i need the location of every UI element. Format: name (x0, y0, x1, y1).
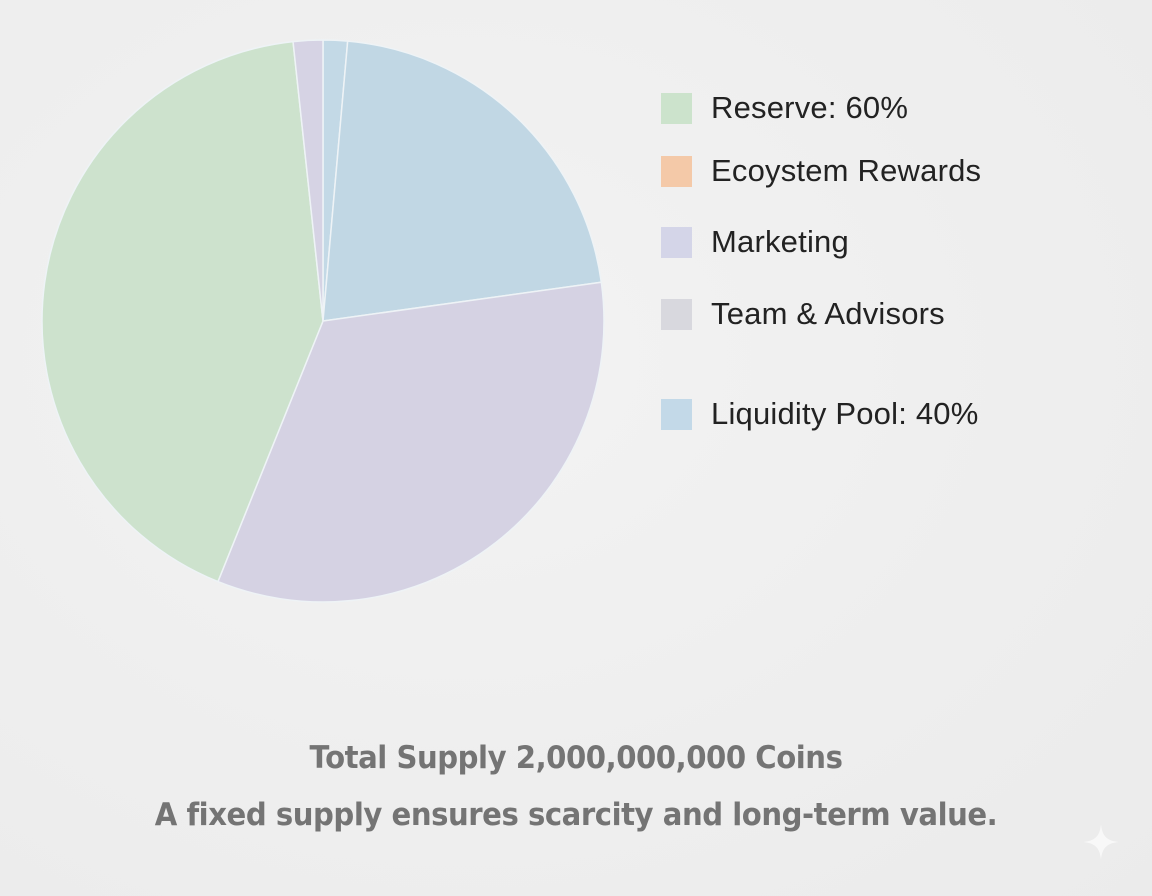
legend-swatch-team-advisors (661, 298, 692, 330)
pie-slice (292, 39, 324, 322)
legend-swatch-reserve (661, 92, 692, 124)
legend-item-marketing: Marketing (661, 224, 849, 259)
legend-label: Team & Advisors (711, 296, 945, 331)
legend-item-team-advisors: Team & Advisors (661, 296, 945, 331)
legend-swatch-marketing (661, 226, 692, 258)
pie-chart (0, 0, 650, 650)
legend-swatch-ecosystem-rewards (661, 155, 692, 187)
sparkle-icon (1081, 822, 1121, 862)
legend-label: Marketing (711, 224, 849, 259)
legend-item-reserve: Reserve: 60% (661, 90, 909, 125)
total-supply-heading: Total Supply 2,000,000,000 Coins (309, 740, 843, 776)
legend-label: Reserve: 60% (711, 90, 909, 125)
legend-label: Liquidity Pool: 40% (711, 396, 979, 431)
pie-chart-svg (41, 39, 605, 603)
supply-tagline: A fixed supply ensures scarcity and long… (154, 797, 998, 833)
legend-item-ecosystem-rewards: Ecoystem Rewards (661, 153, 982, 188)
pie-slice (41, 40, 324, 583)
legend-label: Ecoystem Rewards (711, 153, 982, 188)
pie-slice (216, 281, 605, 603)
legend-swatch-liquidity-pool (661, 398, 692, 430)
legend-item-liquidity-pool: Liquidity Pool: 40% (661, 396, 979, 431)
chart-legend: Reserve: 60% Ecoystem Rewards Marketing … (661, 0, 1141, 460)
pie-slice (322, 40, 603, 322)
